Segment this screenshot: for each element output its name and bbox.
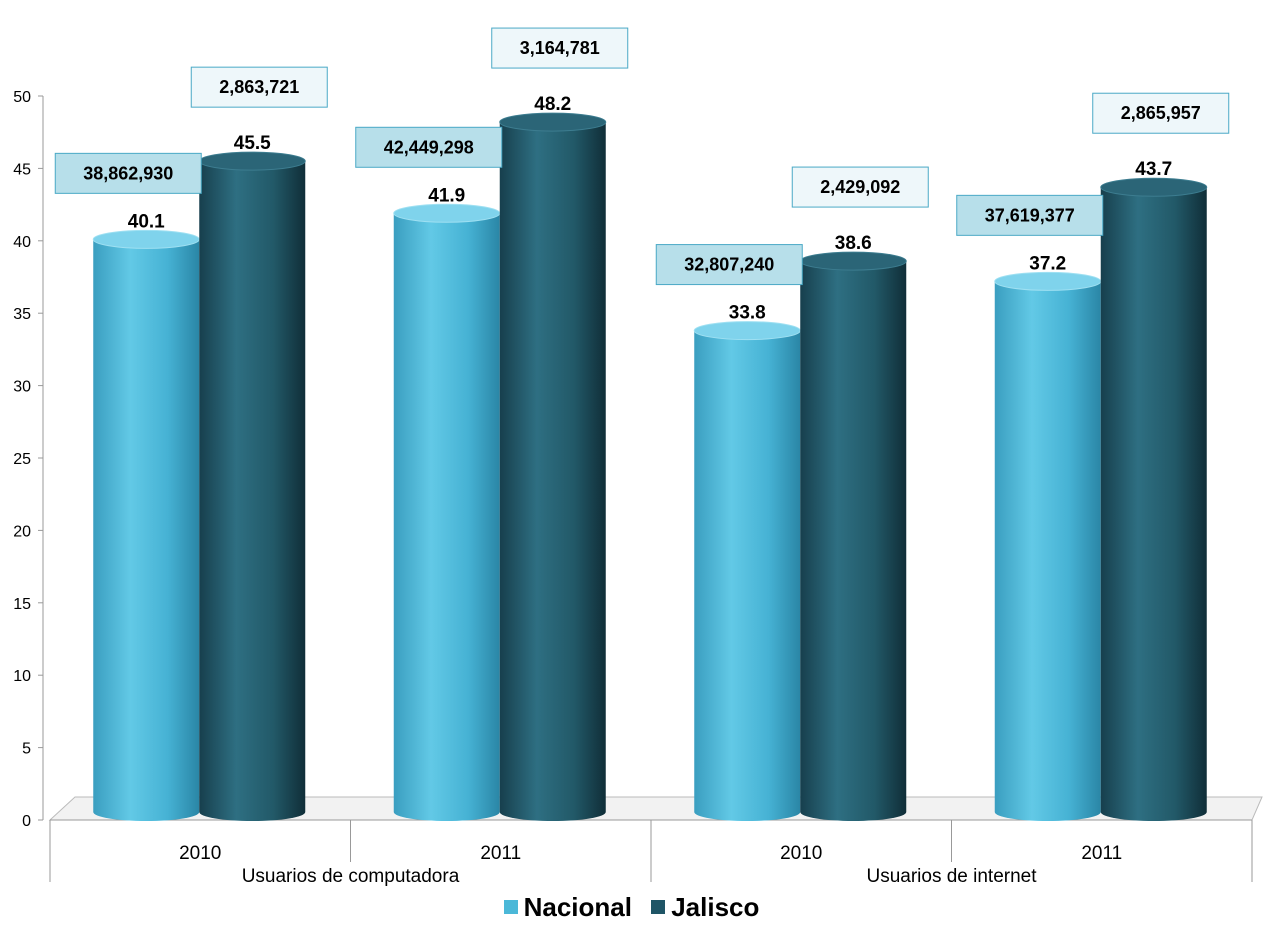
axes: 0 5 10 15 20 25 30 35 40 45 50 2010 2011 2010 2011 Usua… [13, 89, 1263, 887]
y-tick-label: 40 [13, 234, 31, 251]
bar-jalisco [800, 261, 907, 821]
data-label-value: 37.2 [1029, 253, 1066, 274]
bars [92, 112, 1208, 822]
y-tick-label: 0 [22, 813, 31, 830]
bar-nacional [93, 239, 200, 822]
legend-item-nacional: Nacional [503, 891, 632, 923]
bar-top-jalisco [1100, 177, 1208, 197]
legend-label-jalisco: Jalisco [671, 891, 760, 922]
data-label-count: 32,807,240 [684, 255, 774, 275]
data-label-box [655, 244, 803, 286]
y-tick-label: 50 [13, 89, 31, 106]
bar-jalisco [499, 122, 606, 821]
legend-swatch-jalisco [651, 900, 666, 914]
data-label-value: 48.2 [534, 94, 571, 115]
y-tick-label: 5 [22, 741, 31, 758]
data-label-box [491, 27, 629, 69]
data-label-count: 37,619,377 [985, 205, 1075, 225]
data-label-count: 3,164,781 [520, 38, 600, 58]
bar-jalisco [1100, 187, 1207, 821]
legend-label-nacional: Nacional [523, 891, 632, 922]
bar-top-nacional [393, 203, 501, 223]
data-label-box [190, 66, 328, 108]
bar-top-jalisco [198, 151, 306, 171]
y-tick-label: 30 [13, 379, 31, 396]
bar-top-jalisco [499, 112, 607, 132]
x-group-label: Usuarios de internet [866, 866, 1037, 887]
data-label-value: 40.1 [128, 211, 165, 232]
x-category-label: 2010 [179, 843, 221, 864]
y-tick-label: 10 [13, 668, 31, 685]
bar-top-nacional [92, 229, 200, 249]
y-tick-label: 45 [13, 161, 31, 178]
legend-swatch-nacional [503, 900, 518, 914]
data-label-count: 2,865,957 [1121, 103, 1201, 123]
data-label-box [956, 194, 1104, 236]
data-label-box [1092, 92, 1230, 134]
bar-top-jalisco [799, 251, 907, 271]
data-label-count: 42,449,298 [384, 137, 474, 157]
data-label-count: 2,863,721 [219, 77, 299, 97]
data-label-count: 2,429,092 [820, 177, 900, 197]
x-group-label: Usuarios de computadora [242, 866, 460, 887]
x-category-label: 2011 [480, 843, 521, 864]
data-label-value: 41.9 [428, 185, 465, 206]
legend-item-jalisco: Jalisco [651, 892, 759, 923]
data-label-box [791, 166, 929, 208]
bar-chart: 0 5 10 15 20 25 30 35 40 45 50 2010 2011 2010 2011 Usua… [13, 27, 1263, 887]
bar-nacional [994, 281, 1101, 821]
y-tick-label: 20 [13, 523, 31, 540]
bar-nacional [393, 213, 500, 821]
x-category-label: 2011 [1081, 843, 1122, 864]
data-label-box [54, 152, 202, 194]
y-tick-label: 25 [13, 451, 31, 468]
data-label-value: 45.5 [234, 133, 271, 154]
data-label-box [355, 126, 503, 168]
bar-top-nacional [994, 271, 1102, 291]
data-label-count: 38,862,930 [83, 163, 173, 183]
y-tick-label: 15 [13, 596, 31, 613]
y-tick-label: 35 [13, 306, 31, 323]
x-category-label: 2010 [780, 843, 822, 864]
labels: 40.1 38,862,930 45.5 2,863,721 41.9 42,449,29… [54, 27, 1230, 324]
data-label-value: 43.7 [1135, 159, 1172, 180]
bar-jalisco [199, 161, 306, 821]
data-label-value: 38.6 [835, 233, 872, 254]
bar-nacional [694, 330, 801, 821]
legend: Nacional Jalisco [0, 890, 1263, 923]
data-label-value: 33.8 [729, 303, 766, 324]
bar-top-nacional [693, 321, 801, 341]
